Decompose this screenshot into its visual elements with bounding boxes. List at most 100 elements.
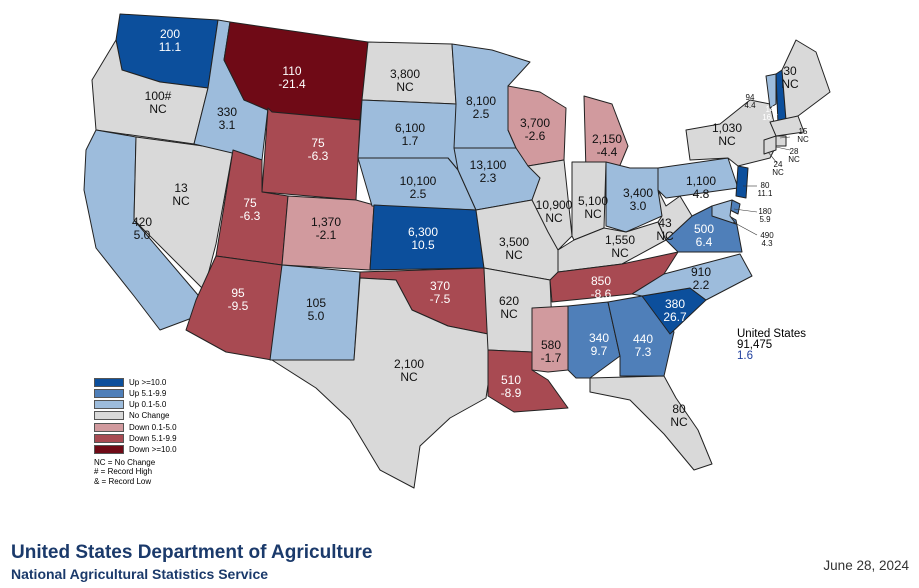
state-label-ri: 28 NC xyxy=(788,147,800,164)
state-value: 24 xyxy=(774,160,783,169)
state-change: NC xyxy=(611,246,629,260)
state-value: 1,030 xyxy=(712,121,742,135)
state-value: 80 xyxy=(761,181,770,190)
state-label-nv: 13 NC xyxy=(172,181,190,208)
state-value: 10,900 xyxy=(536,198,573,212)
legend-swatch xyxy=(94,377,124,387)
state-change: 5.0 xyxy=(134,228,151,242)
state-value: 380 xyxy=(665,297,685,311)
state-value: 500 xyxy=(694,222,714,236)
us-total-value: 91,475 xyxy=(737,339,773,351)
state-value: 30 xyxy=(783,64,797,78)
state-value: 910 xyxy=(691,265,711,279)
state-change: 3.1 xyxy=(219,118,236,132)
us-total: United States 91,475 1.6 xyxy=(737,328,807,362)
state-value: 8,100 xyxy=(466,94,496,108)
legend-label: Up 5.1-9.9 xyxy=(129,388,167,398)
state-shapes xyxy=(83,13,831,489)
legend-label: Up 0.1-5.0 xyxy=(129,400,167,410)
state-change: NC xyxy=(656,229,674,243)
state-value: 1,100 xyxy=(686,174,716,188)
state-label-tx: 2,100 NC xyxy=(394,357,424,384)
state-change: NC xyxy=(772,168,784,177)
state-change: NC xyxy=(781,77,799,91)
state-vt xyxy=(765,73,777,109)
state-label-ar: 620 NC xyxy=(499,294,519,321)
legend-swatch xyxy=(94,444,124,454)
state-label-wv: 43 NC xyxy=(656,216,674,243)
legend-swatch xyxy=(94,388,124,398)
state-value: 3,700 xyxy=(520,116,550,130)
state-label-id: 330 3.1 xyxy=(217,105,237,132)
state-pa xyxy=(657,157,739,199)
state-label-oh: 3,400 3.0 xyxy=(623,186,653,213)
state-change: 2.5 xyxy=(473,107,490,121)
legend-label: Up >=10.0 xyxy=(129,377,167,387)
service-name: National Agricultural Statistics Service xyxy=(11,566,269,582)
legend-item: No Change xyxy=(94,411,177,422)
state-value: 10,100 xyxy=(400,174,437,188)
state-label-wy: 75 -6.3 xyxy=(308,136,329,163)
state-nj xyxy=(735,165,749,199)
state-label-ut: 75 -6.3 xyxy=(240,196,261,223)
state-value: 620 xyxy=(499,294,519,308)
state-change: 10.5 xyxy=(411,238,435,252)
legend-note: NC = No Change xyxy=(94,457,156,467)
state-value: 75 xyxy=(243,196,257,210)
state-value: 510 xyxy=(501,373,521,387)
state-value: 3,500 xyxy=(499,235,529,249)
us-total-label: United States xyxy=(737,328,807,340)
state-tx xyxy=(271,277,493,489)
state-label-ok: 370 -7.5 xyxy=(430,279,451,306)
state-label-mt: 110 -21.4 xyxy=(278,64,306,91)
state-change: 5.0 xyxy=(308,309,325,323)
legend-note: & = Record Low xyxy=(94,476,152,486)
state-change: 4.4 xyxy=(744,101,756,110)
leader-lines xyxy=(732,136,791,236)
state-label-ne: 10,100 2.5 xyxy=(400,174,437,201)
state-label-de: 180 5.9 xyxy=(758,207,772,224)
state-value: 14 xyxy=(766,105,775,114)
state-change: NC xyxy=(718,134,736,148)
state-value: 330 xyxy=(217,105,237,119)
state-value: 420 xyxy=(132,215,152,229)
state-value: 1,550 xyxy=(605,233,635,247)
state-change: -9.5 xyxy=(228,299,249,313)
state-label-ct: 24 NC xyxy=(772,160,784,177)
state-value: 580 xyxy=(541,338,561,352)
state-label-nj: 80 11.1 xyxy=(758,181,774,198)
state-change: 1.7 xyxy=(402,134,419,148)
state-label-mn: 8,100 2.5 xyxy=(466,94,496,121)
state-change: NC xyxy=(172,194,190,208)
state-md xyxy=(711,199,737,225)
state-label-sd: 6,100 1.7 xyxy=(395,121,425,148)
state-value: 370 xyxy=(430,279,450,293)
state-label-pa: 1,100 4.8 xyxy=(686,174,716,201)
state-change: 26.7 xyxy=(663,310,687,324)
state-change: 2.5 xyxy=(410,187,427,201)
state-value: 15 xyxy=(799,127,808,136)
state-label-nd: 3,800 NC xyxy=(390,67,420,94)
state-change: NC xyxy=(797,135,809,144)
state-value: 3,400 xyxy=(623,186,653,200)
state-change: NC xyxy=(400,370,418,384)
state-change: -2.6 xyxy=(525,129,546,143)
legend-item: Up 0.1-5.0 xyxy=(94,399,177,410)
legend-label: Down >=10.0 xyxy=(129,444,177,454)
state-change: NC xyxy=(505,248,523,262)
state-change: NC xyxy=(396,80,414,94)
state-change: NC xyxy=(788,155,800,164)
state-change: -6.3 xyxy=(308,149,329,163)
state-ms xyxy=(531,305,569,373)
state-change: -2.1 xyxy=(316,228,337,242)
state-change: NC xyxy=(670,415,688,429)
state-label-me: 30 NC xyxy=(781,64,799,91)
legend-swatch xyxy=(94,433,124,443)
state-change: 2.3 xyxy=(480,171,497,185)
state-change: -6.3 xyxy=(240,209,261,223)
state-value: 850 xyxy=(591,274,611,288)
state-change: -1.7 xyxy=(541,351,562,365)
release-date: June 28, 2024 xyxy=(823,558,909,573)
legend-label: No Change xyxy=(129,411,170,421)
